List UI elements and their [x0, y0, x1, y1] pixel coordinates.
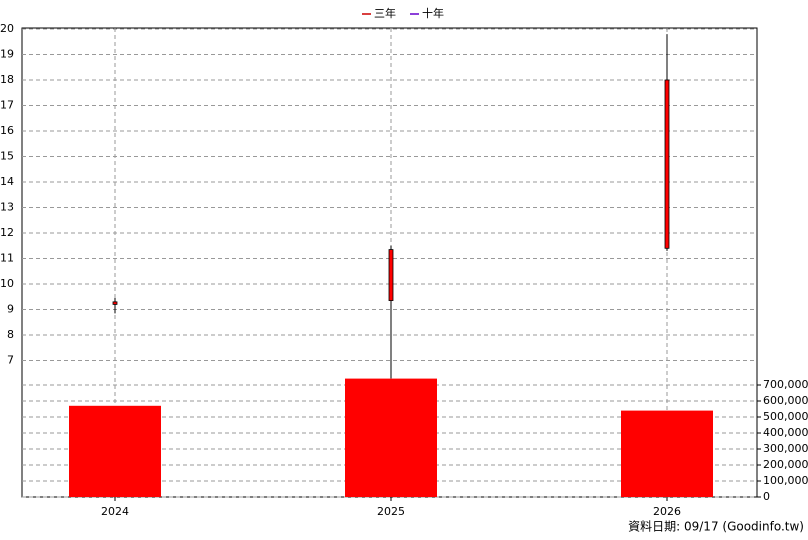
legend-label: 十年 — [422, 6, 444, 20]
x-tick-label: 2026 — [653, 505, 681, 518]
y2-tick-label: 0 — [763, 490, 770, 503]
y-tick-label: 20 — [0, 22, 14, 35]
y-tick-label: 14 — [0, 175, 14, 188]
candle-body — [388, 249, 394, 301]
y-tick-label: 19 — [0, 48, 14, 61]
y-tick-label: 15 — [0, 150, 14, 163]
volume-bar — [69, 405, 161, 497]
y-tick-label: 12 — [0, 226, 14, 239]
y-tick-label: 17 — [0, 99, 14, 112]
y-tick-label: 13 — [0, 201, 14, 214]
y2-tick-label: 100,000 — [763, 474, 808, 487]
legend-label: 三年 — [374, 6, 396, 20]
y-tick-label: 9 — [7, 303, 14, 316]
y-tick-label: 10 — [0, 277, 14, 290]
y-tick-label: 8 — [7, 328, 14, 341]
y-tick-label: 7 — [7, 354, 14, 367]
y2-tick-label: 300,000 — [763, 442, 808, 455]
x-tick-label: 2024 — [101, 505, 129, 518]
y2-tick-label: 200,000 — [763, 458, 808, 471]
volume-bar — [621, 410, 713, 497]
y2-tick-label: 700,000 — [763, 378, 808, 391]
volume-bar — [345, 378, 437, 497]
candle-body — [112, 301, 118, 305]
candle-body — [664, 79, 670, 249]
y2-tick-label: 400,000 — [763, 426, 808, 439]
y-tick-label: 16 — [0, 124, 14, 137]
y2-tick-label: 500,000 — [763, 410, 808, 423]
y-tick-label: 18 — [0, 73, 14, 86]
y2-tick-label: 600,000 — [763, 394, 808, 407]
x-tick-label: 2025 — [377, 505, 405, 518]
source: 資料日期: 09/17 (Goodinfo.tw) — [628, 520, 804, 534]
y-tick-label: 11 — [0, 252, 14, 265]
